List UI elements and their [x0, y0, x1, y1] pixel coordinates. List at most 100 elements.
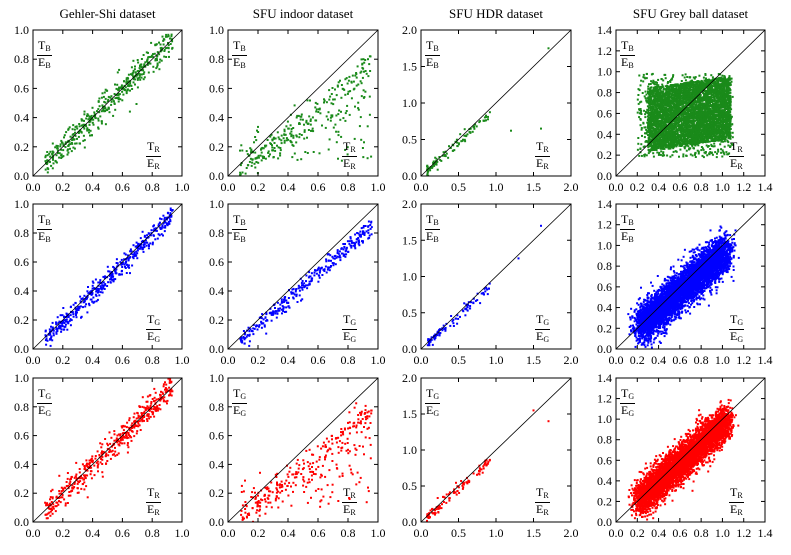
data-point: [330, 102, 333, 105]
data-point: [640, 154, 643, 157]
data-point: [100, 110, 103, 113]
data-point: [126, 88, 129, 91]
data-point: [694, 83, 697, 86]
data-point: [117, 96, 120, 99]
data-point: [669, 108, 672, 111]
data-point: [711, 78, 714, 81]
data-point: [715, 124, 718, 127]
data-point: [342, 117, 345, 120]
data-point: [728, 103, 731, 106]
data-point: [347, 79, 350, 82]
data-point: [700, 135, 703, 138]
data-point: [721, 118, 724, 120]
data-point: [287, 138, 290, 141]
data-point: [426, 173, 429, 176]
data-point: [671, 92, 674, 94]
data-point: [705, 81, 708, 84]
data-point: [152, 65, 155, 68]
data-point: [687, 142, 690, 145]
data-point: [171, 47, 174, 50]
data-point: [664, 77, 667, 80]
data-point: [340, 159, 343, 162]
data-point: [729, 146, 732, 148]
data-point: [657, 85, 660, 88]
data-point: [167, 46, 170, 49]
data-point: [688, 102, 691, 104]
data-point: [703, 140, 706, 143]
data-point: [279, 152, 282, 155]
data-point: [100, 96, 103, 99]
data-point: [52, 151, 55, 154]
data-point: [102, 109, 105, 112]
data-point: [68, 126, 71, 129]
data-point: [80, 118, 83, 121]
data-point: [435, 162, 438, 165]
data-point: [722, 112, 725, 115]
data-point: [156, 51, 159, 54]
data-point: [283, 130, 286, 133]
data-point: [661, 94, 663, 97]
data-point: [662, 152, 665, 155]
data-point: [56, 145, 59, 147]
data-point: [299, 115, 302, 118]
data-point: [292, 127, 295, 129]
data-point: [729, 82, 732, 85]
data-point: [336, 85, 339, 88]
data-point: [672, 109, 675, 112]
data-point: [656, 89, 659, 92]
data-point: [46, 171, 49, 174]
data-point: [117, 98, 120, 100]
data-point: [713, 131, 716, 133]
data-point: [683, 76, 686, 79]
data-point: [639, 111, 642, 114]
data-point: [55, 154, 58, 157]
data-point: [729, 119, 732, 122]
data-point: [685, 87, 688, 90]
data-point: [432, 161, 435, 164]
data-point: [683, 147, 686, 150]
data-point: [729, 111, 732, 113]
data-point: [125, 77, 128, 80]
data-point: [730, 115, 733, 118]
data-point: [668, 145, 671, 147]
data-point: [132, 81, 135, 84]
data-point: [130, 66, 133, 69]
data-point: [678, 106, 680, 109]
data-point: [164, 35, 167, 38]
data-point: [723, 89, 725, 92]
x-tick-label: 0.4: [85, 180, 100, 194]
data-point: [673, 90, 675, 93]
data-point: [660, 117, 663, 119]
data-point: [651, 81, 654, 84]
data-point: [727, 134, 730, 137]
data-point: [690, 109, 693, 112]
data-point: [125, 90, 128, 93]
reference-line: [227, 29, 379, 177]
data-point: [98, 105, 101, 108]
data-point: [637, 88, 640, 91]
data-point: [657, 84, 660, 87]
data-point: [362, 67, 365, 70]
data-point: [137, 61, 140, 64]
data-point: [88, 128, 90, 131]
data-point: [344, 119, 347, 122]
data-point: [156, 59, 158, 62]
data-point: [645, 77, 648, 80]
data-point: [706, 95, 709, 98]
data-point: [106, 89, 109, 92]
data-point: [72, 133, 75, 135]
data-point: [71, 136, 74, 139]
data-point: [107, 106, 110, 109]
data-point: [90, 118, 93, 121]
data-point: [283, 139, 286, 142]
data-point: [453, 149, 456, 152]
data-point: [662, 124, 665, 127]
data-point: [167, 35, 170, 37]
data-point: [725, 105, 728, 107]
data-point: [146, 58, 149, 61]
data-point: [66, 149, 69, 152]
data-point: [306, 122, 309, 125]
data-point: [690, 86, 693, 89]
data-point: [674, 95, 677, 98]
data-point: [44, 154, 47, 157]
